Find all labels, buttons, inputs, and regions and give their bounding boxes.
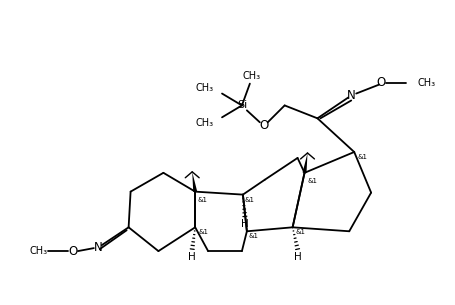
Text: CH₃: CH₃ — [196, 118, 214, 128]
Text: &1: &1 — [357, 154, 367, 160]
Text: CH₃: CH₃ — [418, 78, 436, 88]
Text: &1: &1 — [197, 196, 207, 203]
Text: &1: &1 — [249, 233, 259, 239]
Text: &1: &1 — [198, 229, 208, 235]
Text: N: N — [347, 89, 356, 102]
Text: H: H — [188, 252, 196, 262]
Text: &1: &1 — [308, 178, 318, 184]
Text: N: N — [93, 241, 102, 254]
Text: &1: &1 — [245, 196, 255, 203]
Polygon shape — [192, 172, 197, 192]
Text: H: H — [293, 252, 302, 262]
Text: O: O — [259, 119, 268, 132]
Text: CH₃: CH₃ — [243, 71, 261, 81]
Text: H: H — [241, 219, 249, 229]
Text: CH₃: CH₃ — [29, 246, 47, 256]
Text: Si: Si — [237, 100, 247, 110]
Text: &1: &1 — [296, 229, 306, 235]
Text: O: O — [376, 76, 386, 89]
Polygon shape — [303, 153, 308, 173]
Text: O: O — [68, 245, 77, 258]
Text: CH₃: CH₃ — [196, 83, 214, 93]
